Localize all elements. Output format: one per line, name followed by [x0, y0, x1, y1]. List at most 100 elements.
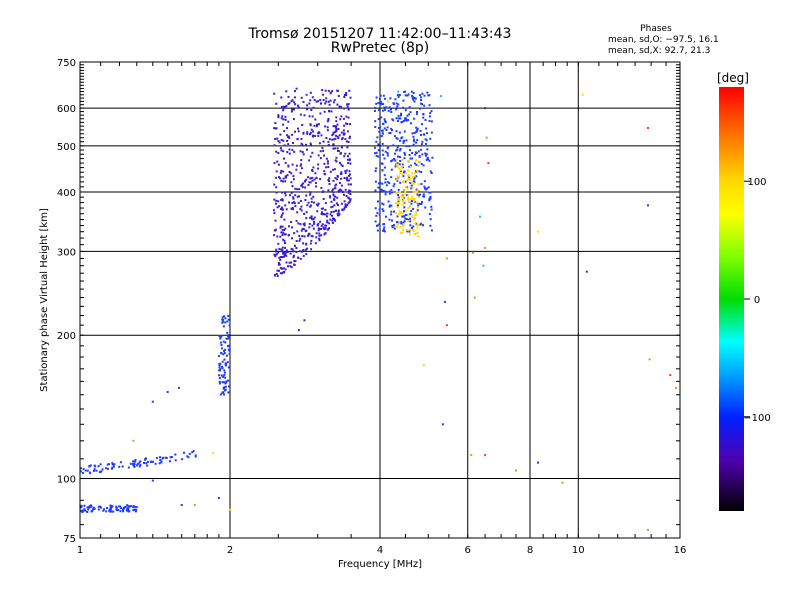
- data-point: [379, 126, 382, 129]
- data-point: [414, 162, 416, 165]
- data-point: [274, 229, 277, 232]
- data-point: [412, 98, 415, 101]
- data-point: [375, 167, 378, 170]
- data-point: [411, 94, 414, 97]
- data-point: [415, 224, 418, 227]
- colorbar-ticks: 100 0 −100: [743, 177, 770, 424]
- data-point: [406, 114, 409, 117]
- data-point: [397, 175, 400, 178]
- data-point: [84, 469, 87, 472]
- data-point: [320, 228, 323, 230]
- data-point: [315, 176, 318, 179]
- data-point: [280, 117, 283, 120]
- data-point: [473, 296, 476, 299]
- data-point: [284, 227, 287, 230]
- data-point: [341, 209, 344, 212]
- data-point: [299, 164, 302, 167]
- data-point: [281, 233, 284, 236]
- data-point: [279, 256, 282, 258]
- data-point: [391, 224, 394, 227]
- data-point: [221, 381, 224, 384]
- data-point: [404, 94, 407, 97]
- data-point: [408, 106, 411, 109]
- data-point: [317, 100, 320, 103]
- data-point: [378, 109, 380, 112]
- data-point: [127, 466, 130, 469]
- data-point: [294, 187, 297, 190]
- data-point: [401, 212, 404, 215]
- data-point: [393, 210, 395, 213]
- data-point: [125, 509, 128, 512]
- data-point: [397, 200, 400, 203]
- data-point: [390, 160, 393, 163]
- data-point: [150, 460, 153, 463]
- data-point: [314, 118, 317, 121]
- data-point: [394, 98, 397, 101]
- data-point: [284, 242, 286, 244]
- data-point: [382, 153, 385, 156]
- data-point: [402, 215, 405, 218]
- data-point: [133, 460, 136, 463]
- data-point: [323, 162, 326, 165]
- data-point: [383, 118, 386, 121]
- data-point: [429, 112, 432, 115]
- data-point: [379, 100, 382, 103]
- data-point: [413, 96, 416, 99]
- data-point: [326, 221, 329, 224]
- y-tick-label: 400: [57, 188, 76, 199]
- data-point: [349, 96, 352, 99]
- data-point: [306, 204, 309, 207]
- data-point: [133, 463, 136, 466]
- data-point: [423, 185, 426, 188]
- data-point: [408, 174, 411, 177]
- data-point: [292, 197, 295, 200]
- data-point: [82, 471, 84, 474]
- data-point: [310, 239, 313, 242]
- data-point: [410, 122, 412, 125]
- data-point: [222, 340, 225, 343]
- data-point: [379, 182, 382, 185]
- data-point: [226, 354, 228, 357]
- data-point: [293, 150, 296, 153]
- stats-heading: Phases: [640, 24, 672, 34]
- data-point: [395, 178, 398, 181]
- data-point: [348, 137, 351, 140]
- data-point: [336, 89, 339, 92]
- data-point: [313, 216, 316, 219]
- data-point: [402, 175, 405, 178]
- data-point: [317, 154, 320, 157]
- data-point: [417, 189, 420, 191]
- data-point: [419, 130, 422, 132]
- data-point: [419, 94, 421, 97]
- data-point: [415, 159, 418, 162]
- data-point: [303, 212, 306, 215]
- data-point: [307, 184, 310, 186]
- data-point: [132, 505, 135, 508]
- data-point: [309, 131, 312, 134]
- data-point: [88, 465, 91, 468]
- data-point: [275, 199, 278, 202]
- data-point: [152, 460, 154, 463]
- data-point: [274, 219, 277, 222]
- data-point: [310, 200, 313, 203]
- data-point: [407, 197, 410, 200]
- data-point: [391, 129, 393, 132]
- data-point: [332, 198, 335, 201]
- data-point: [180, 504, 183, 506]
- data-point: [381, 202, 384, 205]
- data-point: [340, 106, 342, 108]
- data-point: [416, 201, 419, 204]
- data-point: [294, 194, 297, 197]
- data-point: [378, 208, 381, 211]
- data-point: [412, 229, 415, 231]
- data-point: [305, 194, 308, 197]
- data-point: [323, 227, 325, 230]
- data-point: [381, 149, 384, 152]
- data-point: [93, 468, 96, 471]
- data-point: [403, 196, 406, 199]
- data-point: [414, 190, 417, 193]
- data-point: [297, 201, 300, 204]
- data-point: [222, 320, 225, 323]
- data-point: [287, 103, 290, 105]
- stats-o-line: mean, sd,O: −97.5, 16.1: [608, 35, 719, 45]
